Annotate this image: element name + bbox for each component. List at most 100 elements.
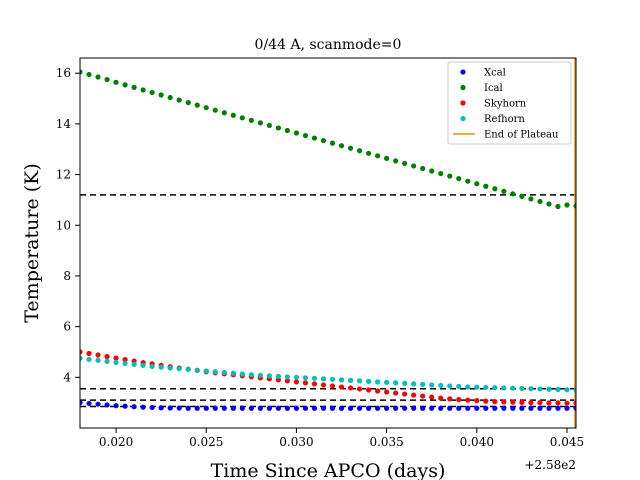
point-ical [248,117,254,123]
point-ical [212,107,218,113]
point-refhorn [167,365,173,371]
point-skyhorn [492,399,498,405]
point-skyhorn [293,379,300,385]
point-xcal [149,404,155,411]
point-refhorn [320,376,327,382]
point-skyhorn [402,391,408,397]
point-skyhorn [375,388,381,394]
point-skyhorn [564,400,570,406]
point-ical [510,191,516,197]
point-xcal [158,405,164,411]
y-tick-label: 4 [63,370,71,384]
point-ical [555,203,561,210]
point-xcal [465,405,471,411]
y-tick-label: 16 [56,66,71,80]
point-refhorn [221,369,227,376]
point-ical [149,89,155,96]
point-refhorn [519,385,525,392]
point-xcal [95,401,101,407]
point-refhorn [393,380,399,386]
point-skyhorn [365,387,372,393]
x-tick-label: 0.025 [189,435,223,449]
point-refhorn [375,379,381,385]
point-skyhorn [429,394,435,400]
point-refhorn [275,373,281,379]
point-skyhorn [456,397,462,403]
legend-label-end-of-plateau: End of Plateau [484,130,559,141]
point-skyhorn [302,380,309,386]
point-xcal [519,405,525,411]
point-skyhorn [483,398,489,404]
point-refhorn [338,377,345,383]
y-tick-label: 12 [56,168,71,182]
point-skyhorn [465,397,471,403]
point-ical [447,173,453,179]
x-tick-label: 0.045 [550,435,584,449]
point-skyhorn [122,356,128,363]
point-xcal [347,405,354,411]
point-xcal [411,405,417,411]
point-refhorn [86,356,92,362]
point-skyhorn [420,393,426,399]
x-axis-offset-label: +2.58e2 [524,458,576,472]
point-refhorn [447,383,453,389]
point-refhorn [465,384,471,390]
x-tick-label: 0.040 [460,435,494,449]
x-tick-label: 0.035 [369,435,403,449]
point-skyhorn [519,399,525,406]
point-refhorn [266,373,272,379]
point-xcal [492,405,498,411]
legend-marker-skyhorn [460,100,466,106]
point-ical [158,92,164,98]
point-xcal [257,405,263,411]
point-refhorn [140,362,146,369]
point-refhorn [194,367,200,373]
point-xcal [113,403,119,409]
x-tick-label: 0.030 [279,435,313,449]
point-refhorn [257,372,263,378]
point-refhorn [420,381,426,388]
point-xcal [194,405,200,411]
point-ical [356,148,363,154]
x-axis-label: Time Since APCO (days) [211,460,446,480]
point-ical [528,196,534,202]
point-refhorn [80,355,83,361]
point-refhorn [239,371,245,377]
point-skyhorn [104,353,110,360]
point-xcal [248,405,254,411]
point-refhorn [113,359,119,365]
point-ical [492,186,498,192]
point-ical [338,143,345,149]
point-skyhorn [320,382,327,388]
point-ical [438,170,444,177]
point-ical [194,102,200,108]
point-refhorn [293,374,300,380]
point-refhorn [302,375,309,381]
point-xcal [510,405,516,411]
point-ical [122,82,128,88]
point-xcal [131,404,137,410]
point-xcal [140,404,146,410]
point-ical [239,115,245,121]
point-ical [501,188,507,194]
point-skyhorn [474,398,480,404]
point-refhorn [528,386,534,392]
point-refhorn [384,379,390,385]
point-xcal [230,405,236,411]
point-skyhorn [501,399,507,405]
point-xcal [203,405,209,411]
point-xcal [429,405,435,411]
point-refhorn [347,377,354,383]
y-axis-ticks: 4 6 8 10 12 14 16 [56,66,80,384]
point-xcal [302,405,309,411]
point-ical [266,122,272,129]
point-ical [329,140,336,146]
point-ical [375,153,381,159]
point-refhorn [212,369,218,375]
point-xcal [239,405,245,411]
point-ical [537,198,543,205]
point-xcal [555,405,561,411]
point-ical [302,132,309,139]
point-ical [474,181,480,187]
point-ical [95,74,101,80]
